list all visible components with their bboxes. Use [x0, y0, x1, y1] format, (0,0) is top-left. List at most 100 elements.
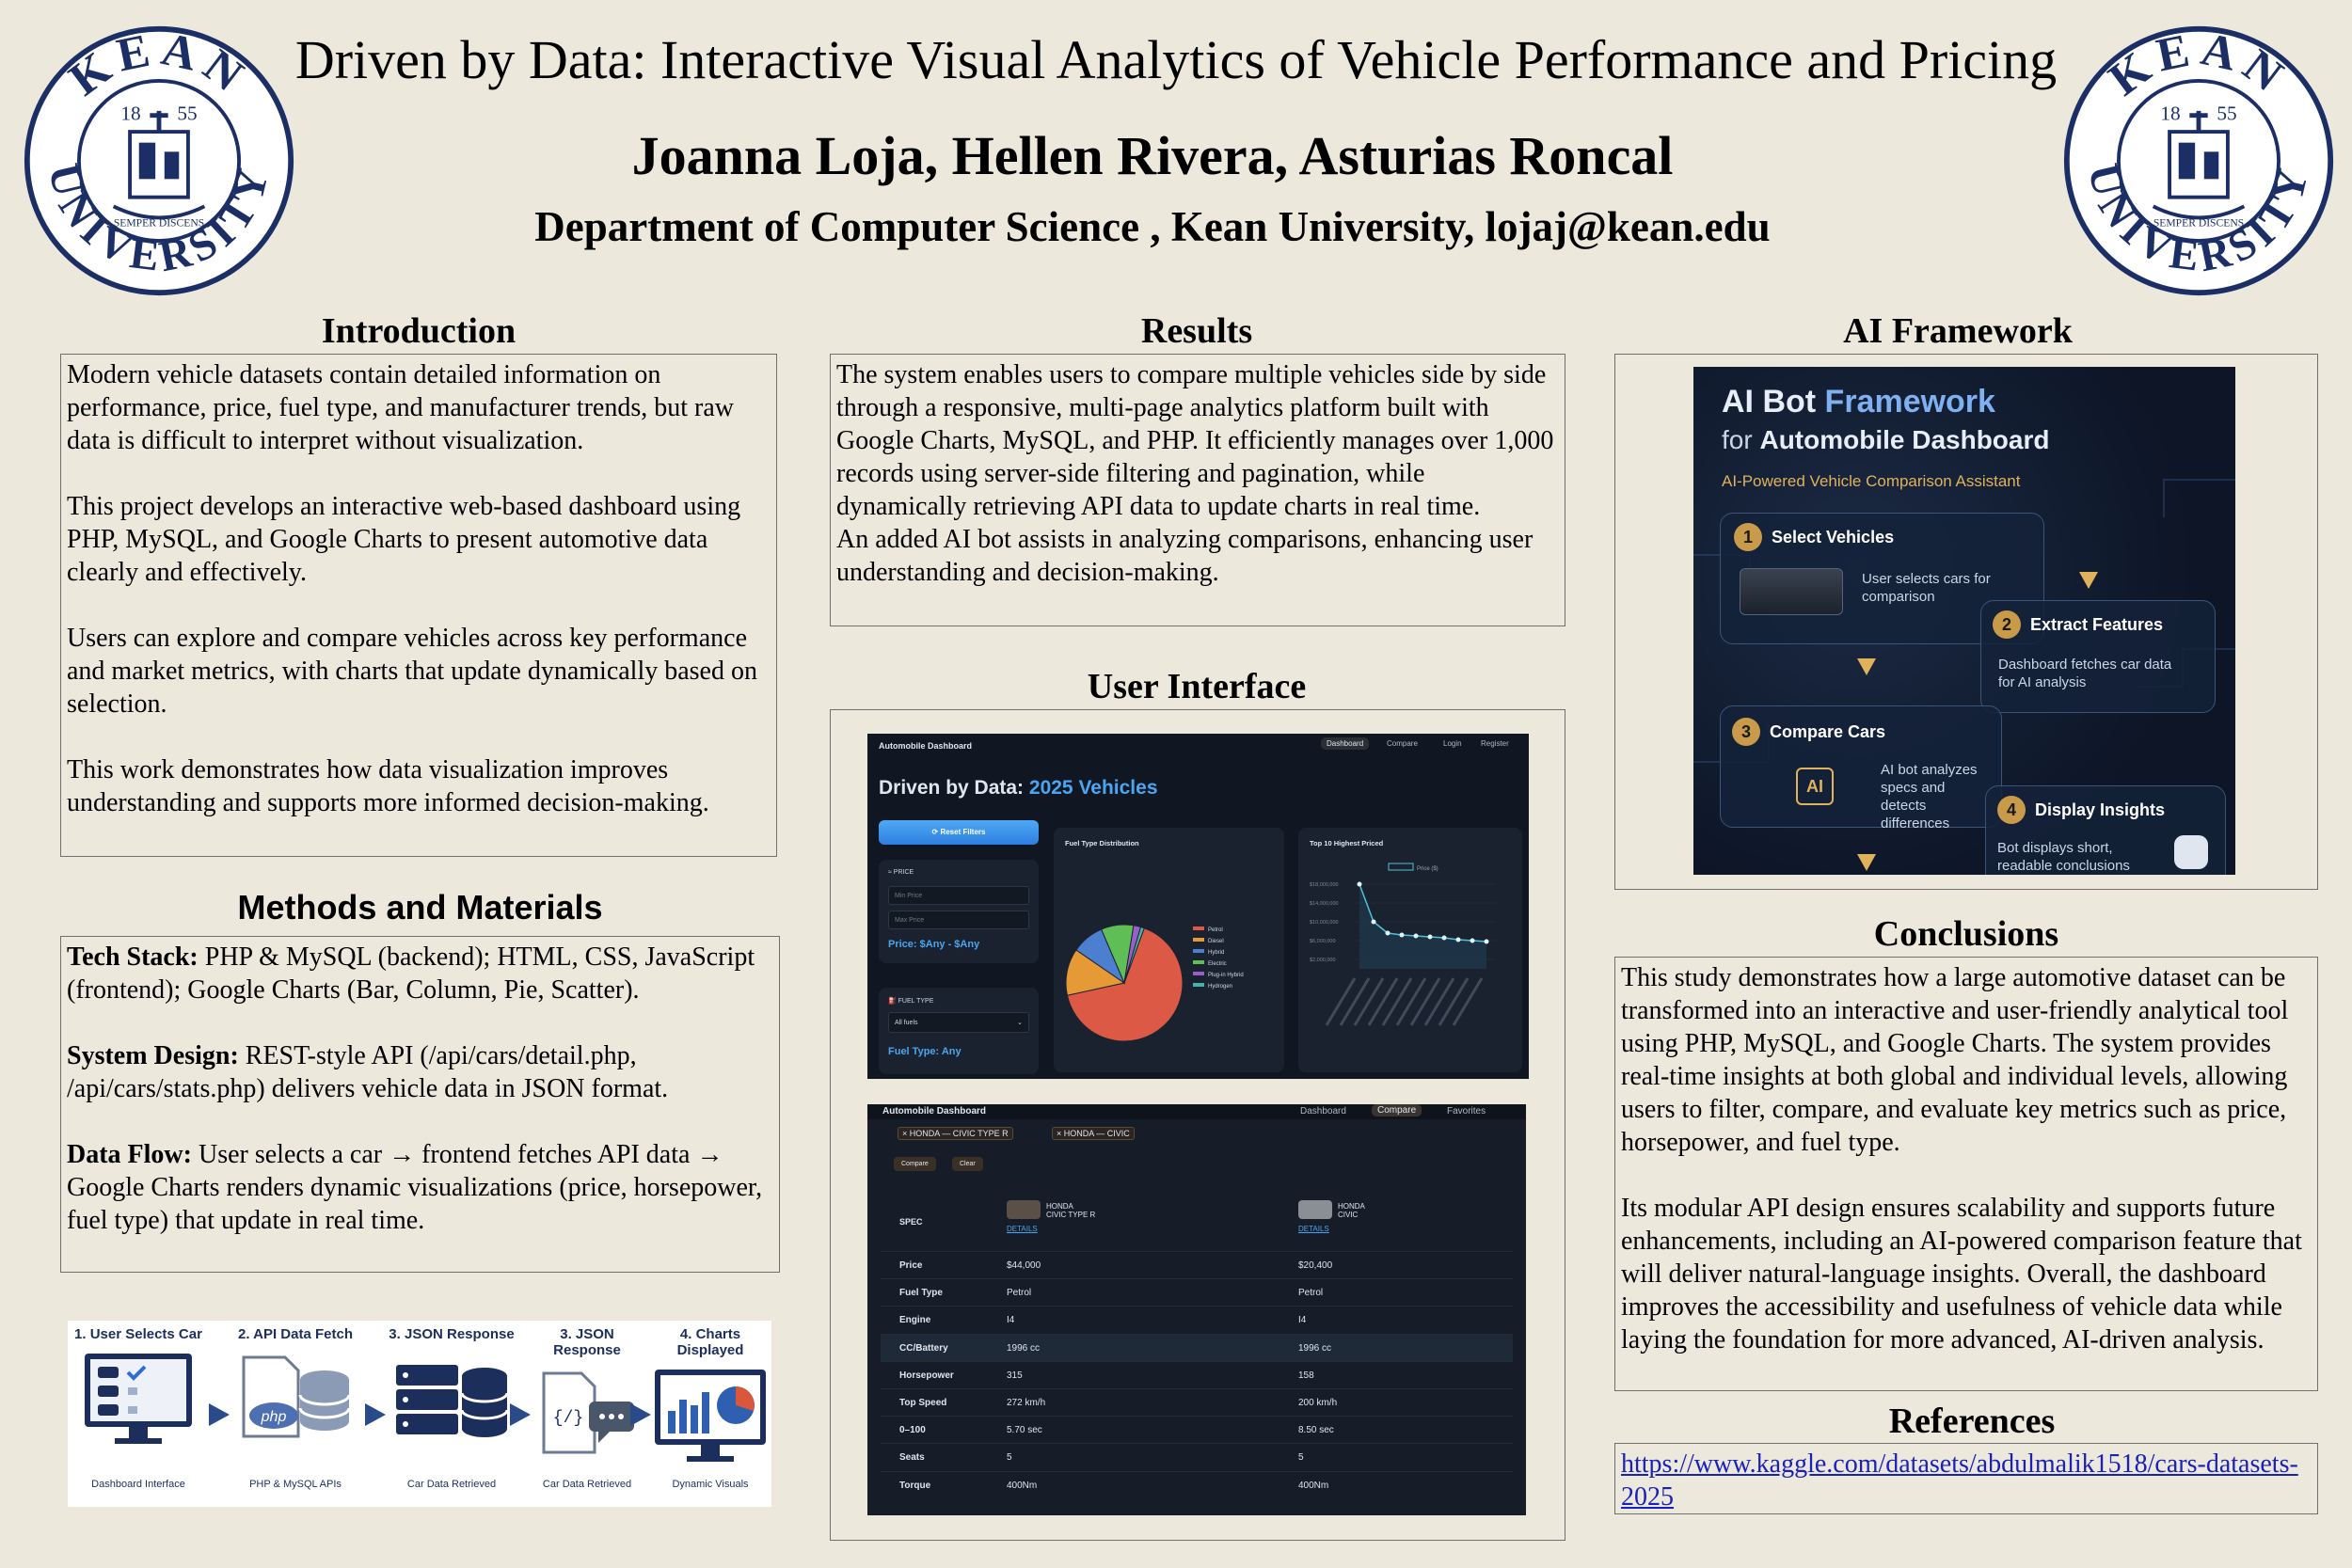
- step-title: Display Insights: [2035, 800, 2166, 819]
- ai-subtitle: AI-Powered Vehicle Comparison Assistant: [1722, 472, 2021, 490]
- results-box: The system enables users to compare mult…: [830, 354, 1565, 626]
- flow-step-caption: PHP & MySQL APIs: [249, 1479, 342, 1490]
- nav-dashboard[interactable]: Dashboard: [1300, 1106, 1346, 1117]
- flow-step: 2. API Data Fetch php PHP & MySQL APIs: [230, 1321, 361, 1507]
- logo-year-right: 55: [177, 103, 197, 125]
- ai-framework-heading: AI Framework: [1843, 311, 2073, 351]
- value-cell: 272 km/h: [1007, 1398, 1046, 1408]
- step-text: User selects cars for comparison: [1862, 571, 1991, 605]
- fuel-type-select[interactable]: All fuels ⌄: [888, 1012, 1029, 1033]
- price-filter-panel: ≈ PRICE Min Price Max Price Price: $Any …: [879, 860, 1039, 963]
- methods-item-text: PHP & MySQL (backend); HTML, CSS, JavaSc…: [67, 942, 755, 1005]
- table-row: Horsepower 315 158: [881, 1360, 1513, 1388]
- json-document-icon: {/}: [542, 1371, 634, 1454]
- reference-link[interactable]: https://www.kaggle.com/datasets/abdulmal…: [1621, 1449, 2298, 1512]
- step-title: Select Vehicles: [1772, 528, 1895, 546]
- spec-cell: 0–100: [899, 1425, 926, 1436]
- car-details-link[interactable]: DETAILS: [1007, 1225, 1038, 1233]
- compare-button[interactable]: Compare: [894, 1157, 936, 1171]
- php-database-icon: php: [242, 1355, 351, 1438]
- logo-year-left: 18: [2160, 103, 2180, 125]
- references-heading: References: [1888, 1402, 2056, 1441]
- user-interface-heading: User Interface: [1087, 667, 1307, 706]
- line-legend: Price ($): [1417, 866, 1438, 872]
- json-label: {/}: [553, 1409, 583, 1428]
- pie-slice: [1066, 927, 1184, 1042]
- spec-cell: Seats: [899, 1452, 925, 1464]
- ai-chip-icon: AI: [1796, 768, 1834, 805]
- legend-label: Petrol: [1208, 927, 1223, 933]
- spec-cell: Price: [899, 1260, 923, 1271]
- compare-panel: × HONDA — CIVIC TYPE R × HONDA — CIVIC C…: [867, 1119, 1526, 1515]
- table-row: Price $44,000 $20,400: [881, 1251, 1513, 1278]
- selected-car-chip[interactable]: × HONDA — CIVIC TYPE R: [898, 1127, 1013, 1140]
- intro-paragraph: This project develops an interactive web…: [67, 492, 741, 587]
- legend-swatch: [1193, 927, 1204, 930]
- nav-compare[interactable]: Compare: [1387, 739, 1418, 748]
- value-cell: 400Nm: [1007, 1480, 1038, 1491]
- spec-cell: Engine: [899, 1315, 931, 1326]
- chevron-down-icon: ⌄: [1017, 1020, 1023, 1026]
- dash-brand: Automobile Dashboard: [879, 741, 973, 751]
- authors: Joanna Loja, Hellen Rivera, Asturias Ron…: [631, 125, 1674, 186]
- spec-cell: Top Speed: [899, 1398, 947, 1408]
- flow-step-caption: Dynamic Visuals: [672, 1479, 749, 1490]
- introduction-box: Modern vehicle datasets contain detailed…: [60, 354, 777, 857]
- value-cell: 5.70 sec: [1007, 1425, 1042, 1436]
- axis-tick-label: $2,000,000: [1310, 958, 1336, 963]
- ai-framework-box: [1614, 354, 2318, 890]
- nav-dashboard[interactable]: Dashboard: [1321, 737, 1370, 750]
- methods-item-text: REST-style API (/api/cars/detail.php, /a…: [67, 1041, 669, 1103]
- step-number: 4: [1997, 796, 2026, 824]
- ai-step-card: 3 Compare Cars AI AI bot analyzes specs a…: [1720, 705, 2002, 832]
- arrow-right-icon: [630, 1403, 651, 1426]
- car-details-link[interactable]: DETAILS: [1298, 1225, 1329, 1233]
- price-summary: Price: $Any - $Any: [888, 939, 980, 950]
- max-price-input[interactable]: Max Price: [888, 911, 1029, 929]
- dashboard-screenshot: Automobile Dashboard Dashboard Compare L…: [867, 734, 1529, 1079]
- clear-button[interactable]: Clear: [952, 1157, 983, 1171]
- value-cell: 5: [1007, 1452, 1012, 1464]
- value-cell: 8.50 sec: [1298, 1425, 1334, 1436]
- ai-step-card: 1 Select Vehicles User selects cars for c…: [1720, 513, 2044, 644]
- flow-step: 1. User Selects Car Dashboard Interface: [68, 1321, 209, 1507]
- table-row: Fuel Type Petrol Petrol: [881, 1278, 1513, 1306]
- value-cell: I4: [1298, 1315, 1307, 1326]
- results-paragraph: The system enables users to compare mult…: [836, 360, 1554, 521]
- line-title: Top 10 Highest Priced: [1310, 839, 1384, 847]
- min-price-input[interactable]: Min Price: [888, 886, 1029, 905]
- step-title: Extract Features: [2030, 615, 2164, 634]
- logo-motto: SEMPER DISCENS: [114, 217, 204, 230]
- flow-step: 3. JSON Response Car Data Retrieved: [386, 1321, 517, 1507]
- user-interface-box: [830, 709, 1565, 1541]
- arrow-right-icon: [209, 1403, 230, 1426]
- value-cell: 200 km/h: [1298, 1398, 1338, 1408]
- step-title: Compare Cars: [1770, 722, 1886, 741]
- pie-title: Fuel Type Distribution: [1065, 839, 1139, 847]
- nav-favorites[interactable]: Favorites: [1447, 1106, 1486, 1117]
- dash-title: Driven by Data: 2025 Vehicles: [879, 777, 1158, 799]
- server-database-icon: [396, 1365, 509, 1437]
- chart-monitor-icon: [655, 1370, 766, 1462]
- reset-filters-button[interactable]: ⟳ Reset Filters: [879, 820, 1039, 845]
- nav-register[interactable]: Register: [1481, 739, 1509, 748]
- compare-header-row: SPEC HONDA CIVIC TYPE R DETAILS HONDA CIVI…: [881, 1193, 1513, 1249]
- nav-compare[interactable]: Compare: [1372, 1104, 1422, 1117]
- value-cell: $20,400: [1298, 1260, 1333, 1271]
- value-cell: 5: [1298, 1452, 1304, 1464]
- conclusions-heading: Conclusions: [1873, 914, 2059, 954]
- compare-screenshot: Automobile Dashboard Dashboard Compare F…: [867, 1104, 1526, 1515]
- arrow-right-icon: [510, 1403, 531, 1426]
- axis-tick-label: $10,000,000: [1310, 920, 1339, 926]
- methods-item: Data Flow: User selects a car → frontend…: [67, 1138, 773, 1237]
- car-thumbnail: [1298, 1200, 1332, 1219]
- monitor-icon: [85, 1354, 192, 1444]
- conclusions-box: This study demonstrates how a large auto…: [1614, 957, 2318, 1391]
- legend-swatch: [1193, 938, 1204, 942]
- poster-title: Driven by Data: Interactive Visual Analy…: [294, 29, 2058, 90]
- nav-login[interactable]: Login: [1443, 739, 1462, 748]
- spec-cell: CC/Battery: [899, 1342, 948, 1354]
- logo-motto: SEMPER DISCENS: [2153, 217, 2244, 230]
- value-cell: 315: [1007, 1370, 1023, 1381]
- selected-car-chip[interactable]: × HONDA — CIVIC: [1052, 1127, 1135, 1140]
